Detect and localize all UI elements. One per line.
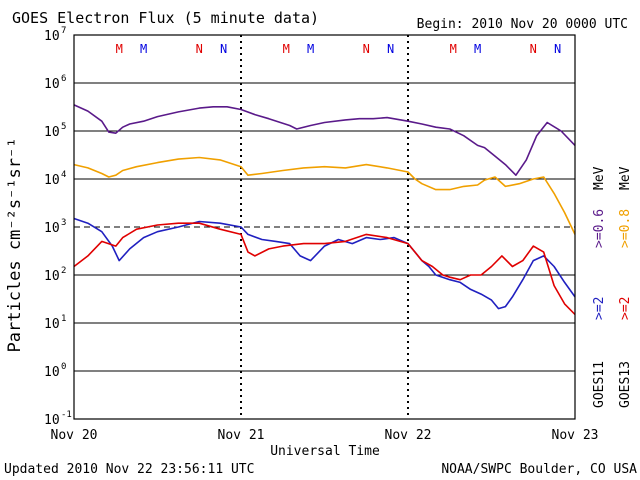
- marker-label: M: [474, 42, 481, 56]
- marker-label: N: [530, 42, 537, 56]
- marker-label: N: [554, 42, 561, 56]
- marker-label: M: [450, 42, 457, 56]
- y-tick-label: 10: [44, 317, 60, 332]
- y-tick-label: 10: [44, 173, 60, 188]
- updated-time: Updated 2010 Nov 22 23:56:11 UTC: [4, 462, 254, 477]
- x-axis-title: Universal Time: [270, 444, 380, 459]
- marker-label: N: [363, 42, 370, 56]
- y-tick-label: 10: [44, 125, 60, 140]
- grid-lines: [74, 82, 575, 372]
- y-tick-exponent: 6: [61, 74, 66, 84]
- y-tick-label: 10: [44, 365, 60, 380]
- marker-label: M: [116, 42, 123, 56]
- legend-energy-label: >=2: [618, 297, 633, 320]
- marker-label: M: [307, 42, 314, 56]
- legend-energy-label: >=0.6: [592, 209, 607, 248]
- y-tick-label: 10: [44, 29, 60, 44]
- legend-satellite-label: GOES11: [592, 361, 607, 408]
- x-tick-labels: Nov 20 Nov 21 Nov 22 Nov 23: [51, 428, 599, 443]
- y-tick-exponent: 1: [61, 314, 66, 324]
- legend-energy-label: >=0.8: [618, 209, 633, 248]
- series-layer: [73, 104, 576, 316]
- x-tick-label: Nov 21: [218, 428, 265, 443]
- series-line-1: [73, 156, 576, 235]
- series-line-2: [73, 217, 576, 310]
- marker-label: N: [387, 42, 394, 56]
- x-tick-label: Nov 20: [51, 428, 98, 443]
- x-tick-label: Nov 22: [385, 428, 432, 443]
- y-tick-exponent: 7: [61, 26, 66, 36]
- legend-satellite-label: GOES13: [618, 361, 633, 408]
- legend-unit-label: MeV: [618, 166, 633, 190]
- marker-label: N: [220, 42, 227, 56]
- series-line-3: [73, 222, 576, 316]
- credit: NOAA/SWPC Boulder, CO USA: [441, 462, 637, 477]
- y-tick-exponent: -1: [61, 410, 72, 420]
- y-tick-label: 10: [44, 77, 60, 92]
- marker-label: M: [283, 42, 290, 56]
- legend: GOES11 >=2 >=0.6 MeV GOES13 >=2 >=0.8 MeV: [592, 166, 633, 408]
- chart-title: GOES Electron Flux (5 minute data): [12, 9, 319, 27]
- marker-label: M: [140, 42, 147, 56]
- x-tick-label: Nov 23: [552, 428, 599, 443]
- y-tick-exponent: 0: [61, 362, 66, 372]
- y-tick-label: 10: [44, 413, 60, 428]
- y-axis-title: Particles cm⁻²s⁻¹sr⁻¹: [5, 138, 25, 353]
- y-tick-exponent: 4: [61, 170, 66, 180]
- y-tick-label: 10: [44, 269, 60, 284]
- marker-label: N: [196, 42, 203, 56]
- legend-unit-label: MeV: [592, 166, 607, 190]
- y-tick-label: 10: [44, 221, 60, 236]
- legend-energy-label: >=2: [592, 297, 607, 320]
- y-tick-exponent: 2: [61, 266, 66, 276]
- series-line-0: [73, 104, 576, 176]
- y-tick-exponent: 5: [61, 122, 66, 132]
- begin-time: Begin: 2010 Nov 20 0000 UTC: [417, 17, 628, 32]
- y-tick-exponent: 3: [61, 218, 66, 228]
